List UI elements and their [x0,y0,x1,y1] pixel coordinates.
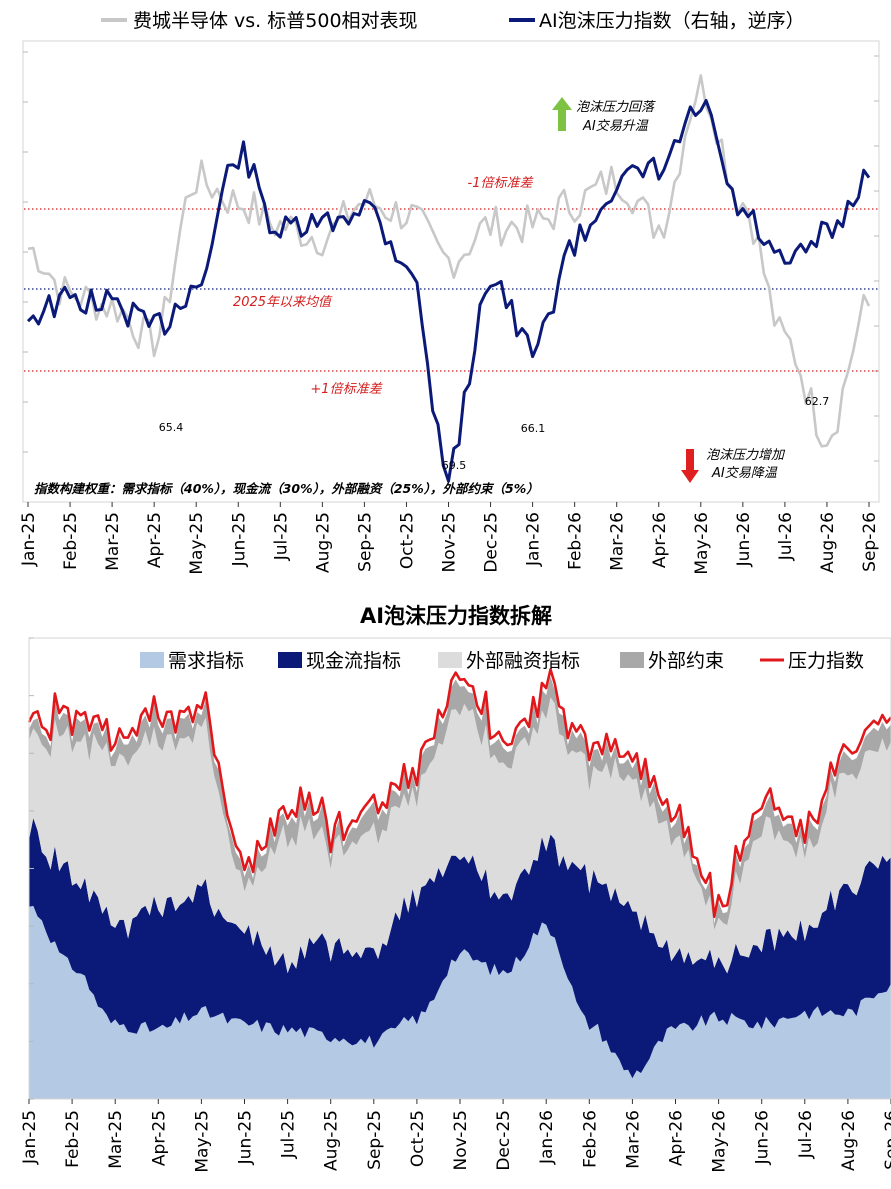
legend-label-constraint: 外部约束 [648,650,724,672]
top-legend: 费城半导体 vs. 标普500相对表现 AI泡沫压力指数（右轴，逆序） [101,10,805,32]
legend-swatch-constraint [620,652,644,668]
annotation-up-line2: AI交易升温 [582,118,649,134]
top-plot-frame [22,40,880,503]
arrow-down-icon [681,449,699,483]
bottom-x-tick-label: Apr-25 [149,1110,169,1166]
bottom-x-tick-label: Jan-26 [537,1110,557,1165]
bottom-x-tick-label: Sep-26 [882,1110,891,1170]
footnote: 指数构建权重：需求指标（40%），现金流（30%），外部融资（25%），外部约束… [34,481,539,496]
low-labels: 65.4 69.5 66.1 62.7 [159,395,830,472]
top-x-tick-label: Feb-25 [61,512,81,570]
bottom-x-axis-labels: Jan-25 Feb-25 Mar-25 Apr-25 May-25 Jun-25 Jul-… [20,1099,891,1173]
legend-label-financing: 外部融资指标 [466,650,580,672]
bottom-legend: 需求指标 现金流指标 外部融资指标 外部约束 压力指数 [140,650,864,672]
top-x-tick-label: Apr-25 [145,512,165,568]
legend-label-demand: 需求指标 [168,650,244,672]
top-x-tick-label: Sep-25 [355,512,375,572]
series-line-total-pressure [27,668,891,919]
legend-swatch-cashflow [278,652,302,668]
legend-label-pressure: AI泡沫压力指数（右轴，逆序） [539,10,805,32]
annotation-up-line1: 泡沫压力回落 [576,100,656,115]
bottom-x-tick-label: Aug-25 [322,1110,342,1171]
area-financing [29,697,891,974]
bottom-x-tick-label: Apr-26 [667,1110,687,1166]
legend-swatch-demand [140,652,164,668]
annotation-down-line2: AI交易降温 [711,465,778,481]
area-demand [29,905,891,1099]
top-x-tick-label: Sep-26 [860,512,880,572]
bottom-x-tick-label: Oct-25 [408,1110,428,1167]
top-x-tick-label: May-26 [692,512,712,575]
top-series-group [26,74,871,483]
top-x-tick-label: Jul-26 [776,512,796,561]
bottom-x-tick-label: May-26 [710,1110,730,1173]
top-x-tick-label: Jul-25 [271,512,291,561]
low-label-nov25: 69.5 [442,459,467,472]
bottom-x-tick-label: Feb-26 [580,1110,600,1168]
bottom-x-tick-label: Aug-26 [839,1110,859,1171]
ref-label-mean: 2025年以来均值 [233,295,333,310]
bottom-x-tick-label: Mar-25 [106,1110,126,1169]
area-cashflow [29,818,891,1079]
annotation-up: 泡沫压力回落 AI交易升温 [552,97,656,134]
top-x-tick-label: Aug-25 [313,512,333,573]
bottom-x-tick-label: Mar-26 [623,1110,643,1169]
top-x-tick-label: Jan-26 [524,512,544,567]
ref-label-minus-1sd: -1倍标准差 [468,175,535,191]
top-x-tick-label: Nov-25 [440,512,460,573]
bottom-x-tick-label: Dec-25 [494,1110,514,1171]
bottom-x-tick-label: Jul-25 [279,1110,299,1159]
low-label-apr25: 65.4 [159,421,184,434]
annotation-down-line1: 泡沫压力增加 [706,448,786,463]
top-x-tick-label: Dec-25 [482,512,502,573]
top-x-tick-label: Apr-26 [650,512,670,568]
top-x-tick-label: Jun-25 [229,512,249,567]
top-x-tick-label: Oct-25 [397,512,417,569]
legend-label-cashflow: 现金流指标 [306,650,401,672]
legend-swatch-financing [438,652,462,668]
bottom-axis-ticks [29,637,34,1100]
top-x-tick-label: Aug-26 [818,512,838,573]
ref-label-plus-1sd: +1倍标准差 [310,381,383,397]
low-label-jan26: 66.1 [521,422,546,435]
top-x-axis-labels: Jan-25 Feb-25 Mar-25 Apr-25 May-25 Jun-25 Jul-… [19,502,880,575]
bottom-x-tick-label: May-25 [192,1110,212,1173]
top-x-tick-label: Jun-26 [734,512,754,567]
top-axis-ticks [23,51,879,462]
legend-label-total: 压力指数 [788,650,864,672]
legend-label-sox: 费城半导体 vs. 标普500相对表现 [133,10,418,32]
bottom-x-tick-label: Feb-25 [63,1110,83,1168]
top-x-tick-label: Mar-26 [608,512,628,571]
bottom-x-tick-label: Jan-25 [20,1110,40,1165]
bottom-area-group [27,668,891,1099]
bottom-chart-title: AI泡沫压力指数拆解 [360,604,552,628]
low-label-aug26: 62.7 [805,395,830,408]
bottom-x-tick-label: Jul-26 [796,1110,816,1159]
top-x-tick-label: May-25 [187,512,207,575]
top-x-tick-label: Mar-25 [103,512,123,571]
top-x-tick-label: Feb-26 [566,512,586,570]
series-line-sox-relative [27,74,871,448]
top-x-tick-label: Jan-25 [19,512,39,567]
bottom-x-tick-label: Jun-26 [753,1110,773,1165]
series-line-pressure-index [26,99,871,483]
annotation-down: 泡沫压力增加 AI交易降温 [681,448,786,483]
bottom-x-tick-label: Sep-25 [365,1110,385,1170]
bottom-x-tick-label: Nov-25 [451,1110,471,1171]
bottom-x-tick-label: Jun-25 [236,1110,256,1165]
arrow-up-icon [552,97,572,131]
